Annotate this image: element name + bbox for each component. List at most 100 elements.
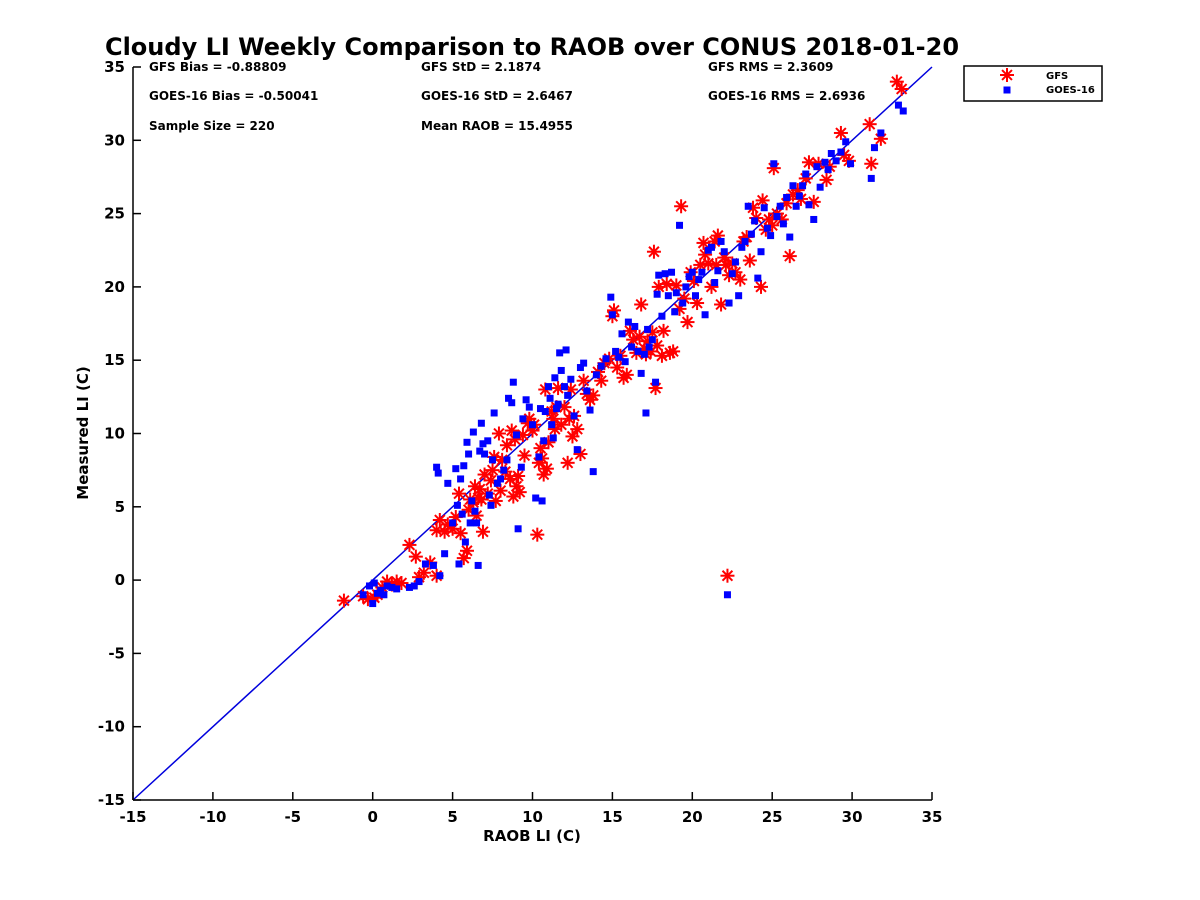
stat-goes-std: GOES-16 StD = 2.6467: [421, 89, 573, 103]
goes-16-point: [691, 292, 699, 300]
goes-16-point: [744, 202, 752, 210]
goes-16-point: [799, 182, 807, 190]
y-axis-label: Measured LI (C): [74, 366, 92, 499]
goes-16-point: [634, 347, 642, 355]
gfs-point: [610, 360, 625, 375]
x-tick-label: 10: [522, 808, 543, 826]
gfs-point: [833, 125, 848, 140]
goes-16-point: [621, 358, 629, 366]
goes-16-point: [549, 434, 557, 442]
goes-16-point: [485, 491, 493, 499]
y-tick-label: 0: [115, 571, 125, 589]
goes-16-point: [607, 293, 615, 301]
goes-16-point: [484, 437, 492, 445]
goes-16-point: [551, 374, 559, 382]
goes-16-point: [514, 525, 522, 533]
gfs-point: [862, 117, 877, 132]
goes-16-point: [469, 428, 477, 436]
goes-16-point: [519, 415, 527, 423]
goes-16-point: [615, 353, 623, 361]
goes-16-point: [618, 330, 626, 338]
x-tick-label: 20: [682, 808, 703, 826]
goes-16-point: [503, 456, 511, 464]
goes-16-point: [679, 299, 687, 307]
series-goes-16: [359, 101, 907, 608]
gfs-point: [656, 323, 671, 338]
gfs-point: [864, 156, 879, 171]
goes-16-point: [463, 438, 471, 446]
gfs-point: [560, 455, 575, 470]
goes-16-point: [652, 378, 660, 386]
goes-16-point: [441, 550, 449, 558]
gfs-point: [554, 417, 569, 432]
goes-16-point: [767, 232, 775, 240]
goes-16-point: [894, 101, 902, 109]
goes-16-point: [497, 475, 505, 483]
goes-16-point: [810, 215, 818, 223]
goes-16-point: [370, 579, 378, 587]
y-tick-label: 30: [104, 131, 125, 149]
goes-16-point: [738, 243, 746, 251]
goes-16-point: [789, 182, 797, 190]
goes-16-point: [707, 243, 715, 251]
goes-16-point: [760, 204, 768, 212]
goes-16-point: [711, 279, 719, 287]
gfs-point: [619, 367, 634, 382]
goes-16-point: [653, 290, 661, 298]
goes-16-point: [567, 375, 575, 383]
goes-16-point: [444, 479, 452, 487]
goes-16-point: [473, 519, 481, 527]
goes-16-point: [380, 591, 388, 599]
goes-16-point: [821, 158, 829, 166]
gfs-point: [459, 543, 474, 558]
x-tick-label: -5: [284, 808, 301, 826]
goes-16-point: [529, 421, 536, 429]
goes-16-point: [452, 465, 460, 473]
goes-16-point: [421, 560, 429, 568]
goes-16-point: [795, 192, 803, 200]
gfs-point: [889, 74, 904, 89]
gfs-point: [576, 373, 591, 388]
goes-16-point: [500, 466, 508, 474]
gfs-point: [570, 422, 585, 437]
goes-16-point: [576, 364, 584, 372]
y-axis-ticks: -15 -10 -5 0 5 10 15 20 25 30 35: [98, 58, 141, 809]
gfs-point: [782, 249, 797, 264]
goes-16-point: [741, 237, 749, 245]
goes-16-point: [573, 446, 581, 454]
goes-16-point: [714, 267, 722, 275]
gfs-point: [530, 527, 545, 542]
goes-16-point: [867, 174, 875, 182]
chart-title: Cloudy LI Weekly Comparison to RAOB over…: [105, 33, 959, 61]
gfs-point: [539, 461, 554, 476]
legend-gfs-asterisk: [1000, 68, 1014, 82]
goes-16-point: [717, 237, 725, 245]
goes-16-point: [538, 497, 546, 505]
y-tick-label: 15: [104, 351, 125, 369]
y-tick-label: 20: [104, 278, 125, 296]
x-tick-label: -15: [119, 808, 146, 826]
goes-16-point: [557, 366, 565, 374]
y-tick-label: 5: [115, 498, 125, 516]
gfs-point: [432, 512, 447, 527]
goes-16-point: [802, 170, 810, 178]
y-tick-label: 35: [104, 58, 125, 76]
goes-16-point: [433, 463, 441, 471]
gfs-point: [714, 297, 729, 312]
x-tick-label: 30: [842, 808, 863, 826]
goes-16-point: [460, 462, 468, 470]
stat-gfs-rms: GFS RMS = 2.3609: [708, 60, 833, 74]
goes-16-point: [899, 107, 907, 115]
stat-goes-rms: GOES-16 RMS = 2.6936: [708, 89, 865, 103]
goes-16-point: [816, 183, 824, 191]
goes-16-point: [870, 144, 878, 152]
x-tick-label: 35: [922, 808, 943, 826]
goes-16-point: [479, 440, 487, 448]
stat-goes-bias: GOES-16 Bias = -0.50041: [149, 89, 318, 103]
legend-gfs-label: GFS: [1046, 71, 1068, 82]
gfs-point: [408, 549, 423, 564]
gfs-point: [646, 244, 661, 259]
gfs-point: [509, 479, 524, 494]
goes-16-point: [644, 325, 652, 333]
gfs-point: [634, 297, 649, 312]
